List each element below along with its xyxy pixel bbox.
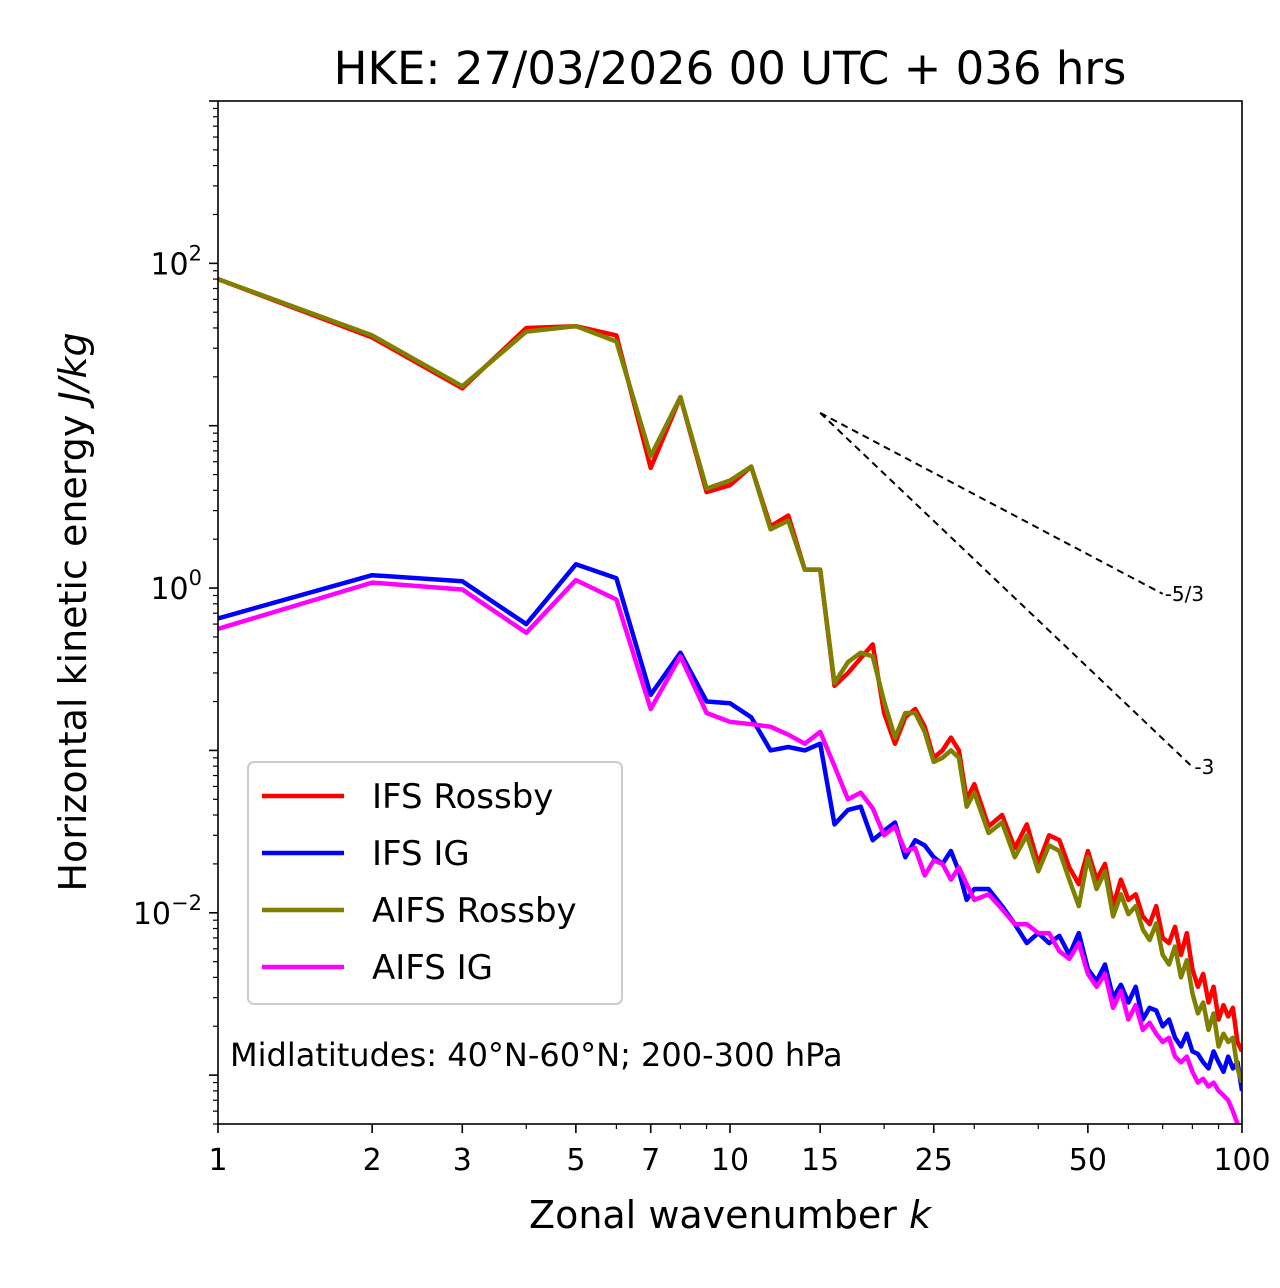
x-tick-label: 7 [641,1143,660,1178]
x-tick-labels: 1 2 3 5 7 10 15 25 50 100 [208,1143,1270,1178]
slope-labels: -5/3 -3 [1165,582,1215,779]
x-tick-label: 2 [363,1143,382,1178]
plot-frame [217,100,1243,1125]
x-tick-label: 15 [801,1143,839,1178]
y-axis-label-text: Horizontal kinetic energy [51,415,95,892]
reference-slope-line [819,412,1194,768]
chart-title: HKE: 27/03/2026 00 UTC + 036 hrs [334,42,1127,95]
x-axis-variable: k [909,1193,933,1237]
y-tick-label: 100 [150,566,202,607]
y-tick-base: 10 [133,897,171,932]
y-tick-exponent: 2 [189,241,202,265]
x-tick-label: 5 [566,1143,585,1178]
x-axis-label: Zonal wavenumber k [529,1193,933,1237]
legend-label: IFS Rossby [372,777,553,817]
y-axis-label: Horizontal kinetic energy J/kg [51,332,95,891]
y-tick-base: 10 [150,247,188,282]
x-tick-label: 100 [1213,1143,1270,1178]
legend-box [247,761,623,1005]
y-tick-exponent: −2 [171,891,202,915]
x-tick-label: 50 [1069,1143,1107,1178]
legend-label: IFS IG [372,834,470,874]
y-tick-base: 10 [150,572,188,607]
series-line-aifs-ig [218,577,1241,1124]
x-tick-label: 10 [711,1143,749,1178]
legend-label: AIFS IG [372,948,493,988]
reference-slope-label: -5/3 [1165,582,1204,606]
x-tick-label: 3 [453,1143,472,1178]
reference-slopes [819,411,1194,768]
region-annotation: Midlatitudes: 40°N-60°N; 200-300 hPa [230,1036,843,1074]
series-lines [218,276,1242,1124]
reference-slope-label: -3 [1194,755,1214,779]
y-tick-label: 10−2 [133,891,202,932]
major-ticks [209,100,1243,1133]
y-axis-unit: J/kg [51,332,95,409]
series-line-aifs-rossby [218,276,1242,1084]
reference-slope-line [819,411,1164,595]
y-tick-exponent: 0 [189,566,202,590]
x-axis-label-text: Zonal wavenumber [529,1193,897,1237]
legend-label: AIFS Rossby [372,891,577,931]
x-tick-label: 1 [208,1143,227,1178]
y-tick-label: 102 [150,241,202,282]
x-tick-label: 25 [915,1143,953,1178]
legend: IFS Rossby IFS IG AIFS Rossby AIFS IG [247,761,623,1005]
